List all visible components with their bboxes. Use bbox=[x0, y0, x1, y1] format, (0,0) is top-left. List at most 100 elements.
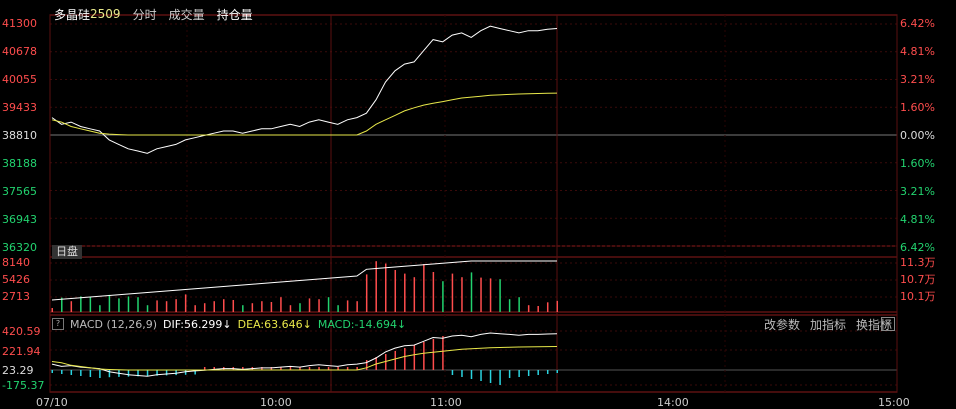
macd-histogram-bar bbox=[70, 370, 73, 375]
macd-histogram-bar bbox=[346, 367, 349, 370]
macd-histogram-bar bbox=[261, 367, 263, 370]
volume-bar bbox=[356, 301, 358, 312]
tab-open-interest[interactable]: 持仓量 bbox=[216, 7, 253, 22]
macd-tick-left: -175.37 bbox=[2, 379, 45, 392]
macd-histogram-bar bbox=[394, 351, 397, 370]
average-price-line bbox=[51, 92, 558, 136]
macd-dea: DEA:63.646↓ bbox=[237, 317, 312, 331]
volume-bar bbox=[508, 299, 511, 312]
volume-panel-frame bbox=[49, 256, 898, 313]
volume-tick-left: 8140 bbox=[2, 256, 30, 269]
volume-bar bbox=[127, 296, 130, 312]
volume-bar bbox=[461, 277, 463, 312]
macd-histogram-bar bbox=[537, 370, 539, 375]
pct-tick-right: 4.81% bbox=[900, 45, 935, 58]
macd-histogram-bar bbox=[184, 370, 187, 375]
macd-histogram-bar bbox=[499, 370, 501, 385]
open-interest-line bbox=[51, 260, 557, 301]
volume-bar bbox=[165, 301, 168, 312]
tab-timeshare[interactable]: 分时 bbox=[132, 7, 157, 22]
volume-bar bbox=[384, 263, 387, 312]
volume-bar bbox=[337, 305, 339, 312]
close-indicator-button[interactable]: × bbox=[881, 317, 895, 331]
macd-dea-line bbox=[51, 346, 558, 371]
macd-dif-line bbox=[51, 332, 558, 377]
macd-histogram-bar bbox=[489, 370, 492, 383]
macd-histogram-bar bbox=[80, 370, 82, 376]
macd-histogram-bar bbox=[299, 367, 301, 370]
volume-bar bbox=[99, 305, 101, 312]
edit-params-button[interactable]: 改参数 bbox=[763, 317, 800, 332]
macd-histogram-bar bbox=[156, 370, 158, 376]
volume-bar bbox=[289, 305, 292, 312]
macd-tick-left: 221.94 bbox=[2, 345, 41, 358]
volume-bar bbox=[308, 298, 311, 312]
volume-bar bbox=[108, 294, 111, 312]
volume-bar bbox=[489, 278, 492, 312]
macd-histogram-bar bbox=[61, 370, 63, 374]
chart-header: 多晶硅 2509 分时 成交量 持仓量 bbox=[54, 5, 253, 23]
indicator-tools: 改参数 加指标 换指标 bbox=[764, 316, 892, 332]
pct-tick-right: 3.21% bbox=[900, 73, 935, 86]
macd-histogram-bar bbox=[423, 342, 425, 370]
volume-bar bbox=[299, 303, 301, 312]
volume-bar bbox=[261, 301, 263, 312]
volume-bar bbox=[80, 296, 82, 312]
macd-histogram-bar bbox=[356, 367, 358, 370]
switch-indicator-button[interactable]: 换指标 bbox=[855, 317, 892, 332]
tab-volume[interactable]: 成交量 bbox=[168, 7, 205, 22]
volume-bar bbox=[451, 273, 454, 312]
day-session-tag: 日盘 bbox=[52, 245, 82, 259]
price-tick-left: 39433 bbox=[2, 101, 37, 114]
pct-tick-right: 1.60% bbox=[900, 157, 935, 170]
time-tick: 15:00 bbox=[878, 396, 910, 409]
volume-bar bbox=[51, 308, 53, 312]
instrument-name: 多晶硅 bbox=[54, 7, 91, 22]
macd-histogram-bar bbox=[527, 370, 530, 376]
pct-tick-right: 6.42% bbox=[900, 17, 935, 30]
pct-tick-right: 3.21% bbox=[900, 185, 935, 198]
volume-bar bbox=[365, 274, 368, 312]
macd-histogram-bar bbox=[165, 370, 168, 376]
pct-tick-right: 6.42% bbox=[900, 241, 935, 254]
price-tick-left: 36943 bbox=[2, 213, 37, 226]
volume-bar bbox=[118, 298, 120, 312]
volume-bar bbox=[194, 305, 196, 312]
macd-histogram-bar bbox=[203, 367, 206, 370]
macd-histogram-bar bbox=[461, 370, 463, 377]
volume-bar bbox=[89, 297, 92, 312]
price-tick-left: 37565 bbox=[2, 185, 37, 198]
macd-histogram-bar bbox=[327, 367, 330, 370]
volume-bar bbox=[232, 300, 235, 312]
time-tick: 11:00 bbox=[430, 396, 462, 409]
macd-histogram-bar bbox=[337, 367, 339, 370]
price-tick-left: 38810 bbox=[2, 129, 37, 142]
volume-bar bbox=[270, 302, 273, 312]
price-line bbox=[51, 25, 558, 154]
oi-tick-right: 10.7万 bbox=[900, 273, 936, 286]
price-tick-left: 40055 bbox=[2, 73, 37, 86]
pct-tick-right: 4.81% bbox=[900, 213, 935, 226]
macd-label: MACD (12,26,9) bbox=[70, 317, 158, 331]
macd-tick-left: 23.29 bbox=[2, 364, 34, 377]
macd-histogram-bar bbox=[127, 370, 130, 377]
macd-histogram-bar bbox=[175, 370, 177, 376]
macd-histogram-bar bbox=[270, 367, 273, 370]
volume-bar bbox=[146, 305, 149, 312]
macd-histogram-bar bbox=[308, 367, 311, 370]
volume-bar bbox=[527, 305, 530, 312]
macd-histogram-bar bbox=[289, 367, 292, 370]
indicator-help-icon[interactable]: ? bbox=[52, 318, 64, 330]
price-tick-left: 38188 bbox=[2, 157, 37, 170]
volume-bar bbox=[61, 297, 63, 312]
volume-bar bbox=[556, 300, 558, 312]
volume-bar bbox=[242, 305, 244, 312]
add-indicator-button[interactable]: 加指标 bbox=[809, 317, 846, 332]
macd-histogram-bar bbox=[242, 367, 244, 370]
volume-bar bbox=[137, 297, 139, 312]
macd-histogram-bar bbox=[280, 367, 282, 370]
volume-bar bbox=[537, 306, 539, 312]
price-tick-left: 40678 bbox=[2, 45, 37, 58]
volume-bar bbox=[175, 299, 177, 312]
